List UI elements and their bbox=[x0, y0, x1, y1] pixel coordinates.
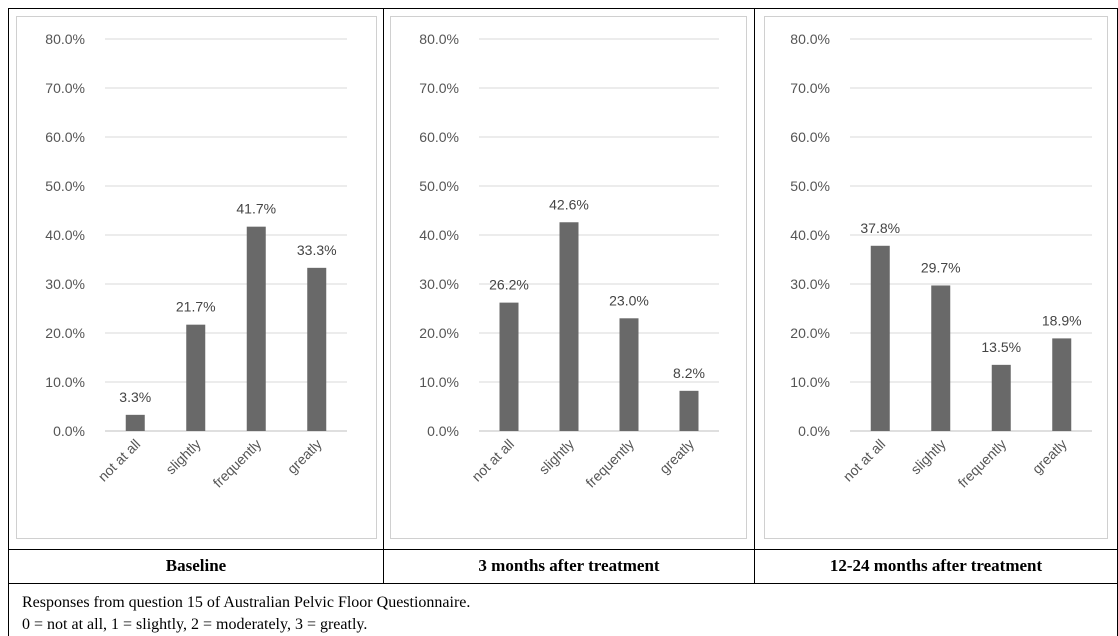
caption-baseline: Baseline bbox=[165, 556, 227, 575]
y-tick-label: 20.0% bbox=[790, 325, 830, 341]
category-label: not at all bbox=[840, 436, 889, 485]
category-label: greatly bbox=[1029, 436, 1070, 477]
caption-top-rule bbox=[8, 549, 1118, 550]
category-label: frequently bbox=[210, 436, 265, 491]
y-tick-label: 10.0% bbox=[790, 374, 830, 390]
chart-panel-baseline: 0.0% 10.0% 20.0% 30.0% 40.0% 50.0% 60.0% 70.0% 8… bbox=[16, 16, 377, 539]
bar-slightly bbox=[559, 222, 579, 431]
bar-not-at-all bbox=[870, 245, 890, 431]
category-label: greatly bbox=[284, 436, 325, 477]
data-label: 41.7% bbox=[236, 201, 276, 217]
column-divider-2 bbox=[754, 8, 755, 583]
y-tick-label: 80.0% bbox=[45, 31, 85, 47]
caption-bottom-rule bbox=[8, 583, 1118, 584]
bar-frequently bbox=[246, 226, 266, 431]
y-tick-label: 20.0% bbox=[419, 325, 459, 341]
y-tick-label: 30.0% bbox=[419, 276, 459, 292]
category-label: not at all bbox=[468, 436, 517, 485]
y-tick-label: 70.0% bbox=[45, 80, 85, 96]
category-label: slightly bbox=[162, 436, 204, 478]
bar-greatly bbox=[307, 267, 327, 431]
bar-chart-baseline: 0.0% 10.0% 20.0% 30.0% 40.0% 50.0% 60.0% 70.0% 8… bbox=[45, 31, 347, 491]
data-label: 23.0% bbox=[609, 292, 649, 308]
data-label: 33.3% bbox=[297, 242, 337, 258]
y-tick-label: 80.0% bbox=[419, 31, 459, 47]
y-tick-label: 10.0% bbox=[45, 374, 85, 390]
footnote-line-2: 0 = not at all, 1 = slightly, 2 = modera… bbox=[22, 616, 368, 633]
category-label: frequently bbox=[955, 436, 1010, 491]
y-tick-label: 10.0% bbox=[419, 374, 459, 390]
y-tick-label: 0.0% bbox=[798, 423, 830, 439]
bar-slightly bbox=[931, 285, 951, 431]
y-tick-label: 30.0% bbox=[45, 276, 85, 292]
bar-not-at-all bbox=[499, 302, 519, 431]
y-tick-label: 80.0% bbox=[790, 31, 830, 47]
y-tick-label: 20.0% bbox=[45, 325, 85, 341]
y-tick-label: 0.0% bbox=[427, 423, 459, 439]
footnote-line-1: Responses from question 15 of Australian… bbox=[22, 594, 471, 611]
data-label: 21.7% bbox=[176, 299, 216, 315]
y-tick-label: 30.0% bbox=[790, 276, 830, 292]
category-label: not at all bbox=[95, 436, 144, 485]
y-tick-label: 40.0% bbox=[419, 227, 459, 243]
data-label: 8.2% bbox=[673, 365, 705, 381]
y-tick-label: 70.0% bbox=[790, 80, 830, 96]
y-tick-label: 50.0% bbox=[790, 178, 830, 194]
category-label: slightly bbox=[907, 436, 949, 478]
category-label: slightly bbox=[536, 436, 578, 478]
data-label: 26.2% bbox=[489, 277, 529, 293]
data-label: 37.8% bbox=[860, 220, 900, 236]
y-tick-label: 50.0% bbox=[45, 178, 85, 194]
data-label: 3.3% bbox=[119, 389, 151, 405]
y-tick-label: 70.0% bbox=[419, 80, 459, 96]
category-label: greatly bbox=[656, 436, 697, 477]
y-tick-label: 40.0% bbox=[790, 227, 830, 243]
data-label: 29.7% bbox=[921, 259, 961, 275]
chart-panel-3-months: 0.0% 10.0% 20.0% 30.0% 40.0% 50.0% 60.0% 70.0% 8… bbox=[390, 16, 747, 539]
chart-panel-12-24-months: 0.0% 10.0% 20.0% 30.0% 40.0% 50.0% 60.0% 70.0% 8… bbox=[764, 16, 1108, 539]
bar-slightly bbox=[186, 324, 206, 431]
bar-frequently bbox=[991, 364, 1011, 431]
caption-12-24-months: 12-24 months after treatment bbox=[829, 556, 1043, 575]
y-tick-label: 60.0% bbox=[45, 129, 85, 145]
bar-not-at-all bbox=[125, 414, 145, 431]
data-label: 18.9% bbox=[1042, 312, 1082, 328]
y-tick-label: 0.0% bbox=[53, 423, 85, 439]
y-tick-label: 60.0% bbox=[419, 129, 459, 145]
bar-frequently bbox=[619, 318, 639, 431]
data-label: 42.6% bbox=[549, 196, 589, 212]
y-tick-label: 40.0% bbox=[45, 227, 85, 243]
y-tick-label: 50.0% bbox=[419, 178, 459, 194]
bar-chart-12-24-months: 0.0% 10.0% 20.0% 30.0% 40.0% 50.0% 60.0% 70.0% 8… bbox=[790, 31, 1092, 491]
bar-greatly bbox=[679, 390, 699, 431]
y-tick-label: 60.0% bbox=[790, 129, 830, 145]
data-label: 13.5% bbox=[981, 339, 1021, 355]
column-divider-1 bbox=[383, 8, 384, 583]
caption-3-months: 3 months after treatment bbox=[478, 556, 660, 575]
category-label: frequently bbox=[582, 436, 637, 491]
bar-chart-3-months: 0.0% 10.0% 20.0% 30.0% 40.0% 50.0% 60.0% 70.0% 8… bbox=[419, 31, 719, 491]
bar-greatly bbox=[1052, 338, 1072, 431]
